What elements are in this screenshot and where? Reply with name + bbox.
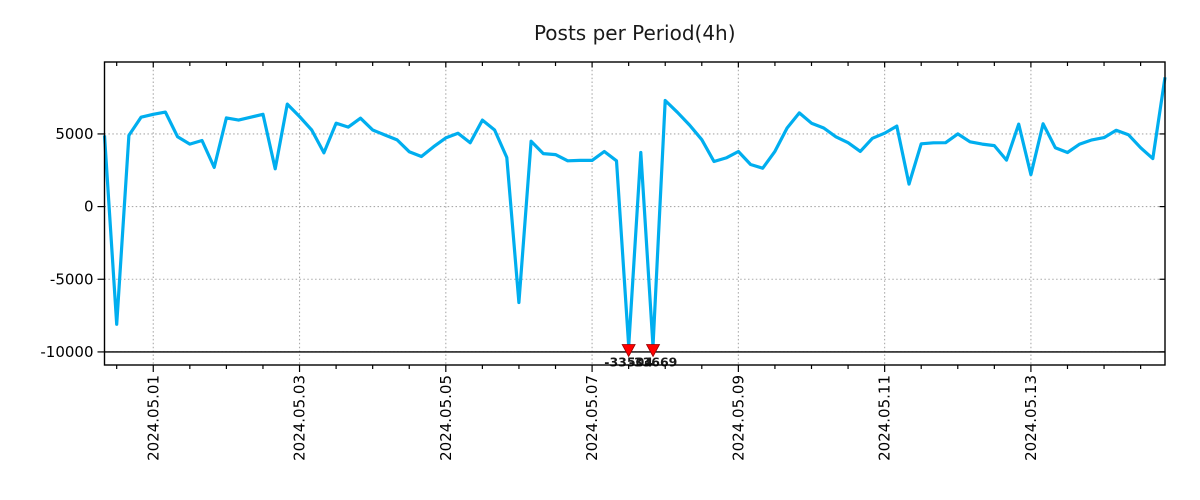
y-tick-label: 5000 [55, 125, 93, 143]
min-value-label: -33669 [629, 355, 678, 370]
x-tick-label: 2024.05.09 [729, 375, 747, 461]
x-tick-label: 2024.05.01 [144, 375, 162, 461]
x-tick-label: 2024.05.05 [437, 375, 455, 461]
x-tick-label: 2024.05.11 [876, 375, 894, 461]
chart-title: Posts per Period(4h) [534, 21, 736, 45]
min-marker-icon [645, 344, 661, 358]
x-tick-label: 2024.05.03 [291, 375, 309, 461]
x-tick-label: 2024.05.07 [583, 375, 601, 461]
y-tick-label: 0 [84, 198, 94, 216]
plot-border [103, 61, 1166, 366]
min-value-label: -33504 [604, 355, 653, 370]
x-tick-label: 2024.05.13 [1022, 375, 1040, 461]
y-tick-label: -5000 [50, 270, 94, 288]
plot-area: -33504-33669 2024.05.01 2024.05.03 2024.05.… [40, 61, 1167, 461]
y-tick-label: -10000 [40, 343, 93, 361]
min-marker-icon [621, 344, 636, 358]
data-line [102, 77, 1167, 348]
